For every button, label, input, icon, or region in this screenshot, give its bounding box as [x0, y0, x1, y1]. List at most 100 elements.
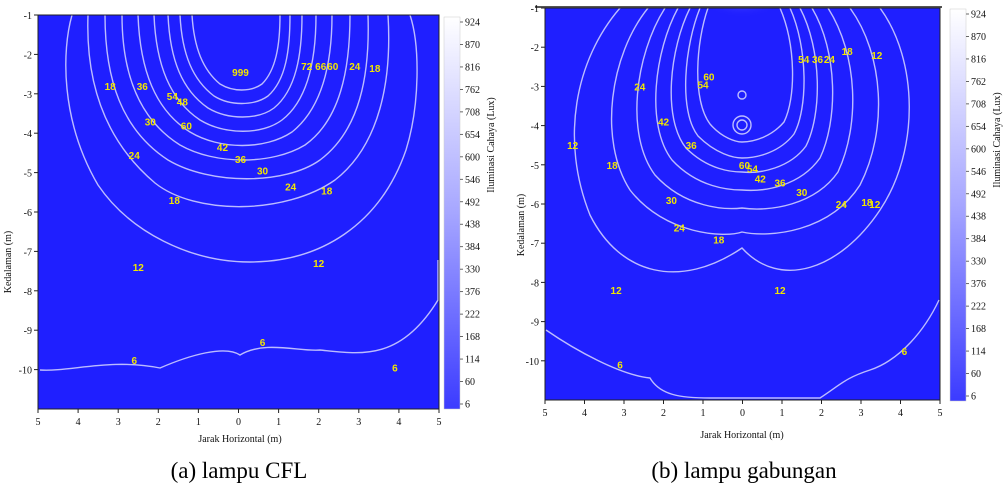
contour-line-48 — [697, 8, 794, 143]
x-tick-label: 0 — [236, 417, 241, 428]
colorbar-tick-label: 708 — [971, 99, 986, 110]
y-tick-label: -6 — [24, 208, 32, 219]
contour-label: 30 — [796, 188, 808, 199]
contour-label: 24 — [674, 224, 686, 235]
contour-label: 12 — [133, 263, 145, 274]
contour-line-36 — [670, 8, 819, 174]
x-tick-label: 4 — [582, 408, 587, 419]
x-tick-label: 1 — [196, 417, 201, 428]
colorbar-tick-label: 816 — [465, 62, 480, 73]
x-tick-label: 2 — [661, 408, 666, 419]
colorbar-tick-label: 546 — [465, 175, 480, 186]
axes-b: 5 4 3 2 1 0 1 2 3 4 5-1-2-3-4-5-6-7-8-9-10 — [526, 4, 943, 419]
x-tick-label: 3 — [116, 417, 121, 428]
x-axis-label-b: Jarak Horizontal (m) — [700, 430, 783, 441]
y-tick-label: -9 — [24, 326, 32, 337]
colorbar-tick-label: 546 — [971, 167, 986, 178]
y-tick-label: -3 — [24, 90, 32, 101]
x-tick-label: 3 — [622, 408, 627, 419]
y-tick-label: -4 — [24, 129, 32, 140]
colorbar-tick-label: 492 — [971, 189, 986, 200]
contour-line-12 — [65, 15, 418, 263]
colorbar-tick-label: 60 — [971, 369, 981, 380]
colorbar-tick-label: 168 — [465, 332, 480, 343]
contour-label: 54 — [697, 80, 709, 91]
colorbar-label-a: Iluminasi Cahaya (Lux) — [486, 97, 497, 193]
contour-label: 42 — [658, 118, 670, 129]
contour-label: 6 — [392, 364, 398, 375]
contour-label: 999 — [232, 68, 249, 79]
contour-ring — [737, 90, 747, 100]
contour-label: 6 — [617, 361, 623, 372]
contour-label: 30 — [145, 117, 157, 128]
x-tick-label: 2 — [156, 417, 161, 428]
y-tick-label: -8 — [24, 287, 32, 298]
colorbar-tick-label: 114 — [971, 347, 986, 358]
contour-line-12 — [573, 8, 910, 273]
axes-a: 5 4 3 2 1 0 1 2 3 4 5-1-2-3-4-5-6-7-8-9-10 — [19, 11, 442, 428]
y-tick-label: -7 — [24, 247, 32, 258]
colorbar-tick-label: 6 — [465, 400, 470, 411]
contour-label: 6 — [131, 356, 137, 367]
contour-label: 18 — [169, 196, 181, 207]
colorbar-label-b: Iluminasi Cahaya (Lux) — [992, 92, 1003, 188]
y-axis-label-a: Kedalaman (m) — [3, 231, 14, 293]
colorbar-tick-label: 816 — [971, 54, 986, 65]
x-tick-label: 0 — [740, 408, 745, 419]
contour-ring — [732, 115, 752, 135]
x-tick-label: 5 — [543, 408, 548, 419]
contour-label: 30 — [666, 196, 678, 207]
colorbar-tick-label: 330 — [465, 265, 480, 276]
x-tick-label: 1 — [276, 417, 281, 428]
contour-label: 60 — [181, 121, 193, 132]
contour-label: 18 — [369, 64, 381, 75]
x-tick-label: 3 — [356, 417, 361, 428]
contour-label: 60 — [739, 161, 751, 172]
contour-field-a — [39, 15, 439, 371]
y-tick-label: -5 — [24, 169, 32, 180]
colorbar-tick-label: 870 — [971, 32, 986, 43]
colorbar-tick-label: 654 — [971, 122, 986, 133]
contour-line-24 — [636, 8, 854, 210]
colorbar-tick-label: 924 — [971, 10, 986, 21]
colorbar-tick-label: 654 — [465, 130, 480, 141]
y-tick-label: -1 — [24, 11, 32, 22]
colorbar-tick-label: 924 — [465, 18, 480, 29]
x-tick-label: 5 — [938, 408, 943, 419]
contour-line-36 — [137, 15, 333, 147]
colorbar-tick-label: 376 — [465, 287, 480, 298]
contour-line-60 — [191, 15, 281, 91]
contour-line-18 — [610, 8, 880, 235]
colorbar-tick-label: 600 — [465, 152, 480, 163]
colorbar-tick-label: 60 — [465, 377, 475, 388]
contour-label: 36 — [774, 178, 786, 189]
contour-lines-b — [545, 8, 940, 399]
contour-line-42 — [684, 8, 805, 159]
contour-label: 36 — [812, 55, 824, 66]
colorbar-tick-label: 384 — [465, 242, 480, 253]
x-tick-label: 4 — [898, 408, 903, 419]
contour-label: 18 — [842, 47, 854, 58]
colorbar-b — [949, 8, 967, 402]
colorbar-tick-label: 870 — [465, 40, 480, 51]
y-tick-label: -5 — [531, 161, 539, 172]
contour-line-48 — [167, 15, 303, 118]
colorbar-tick-label: 330 — [971, 257, 986, 268]
colorbar-tick-label: 376 — [971, 279, 986, 290]
contour-label: 30 — [257, 167, 269, 178]
y-tick-label: -10 — [19, 366, 32, 377]
contour-label: 24 — [836, 200, 848, 211]
contour-label: 54 — [798, 55, 810, 66]
contour-line-6 — [39, 260, 439, 371]
contour-label: 54 — [747, 165, 759, 176]
colorbar-ticks-a: 924 870 816 762 708 654 600 546 492 438 384 330 376 2… — [460, 18, 480, 411]
x-tick-label: 1 — [780, 408, 785, 419]
y-tick-label: -1 — [531, 4, 539, 15]
contour-label: 18 — [321, 186, 333, 197]
contour-field-b — [545, 8, 940, 399]
contour-label: 24 — [129, 151, 141, 162]
x-tick-label: 4 — [76, 417, 81, 428]
contour-line-6 — [545, 299, 940, 399]
contour-label: 36 — [137, 82, 149, 93]
